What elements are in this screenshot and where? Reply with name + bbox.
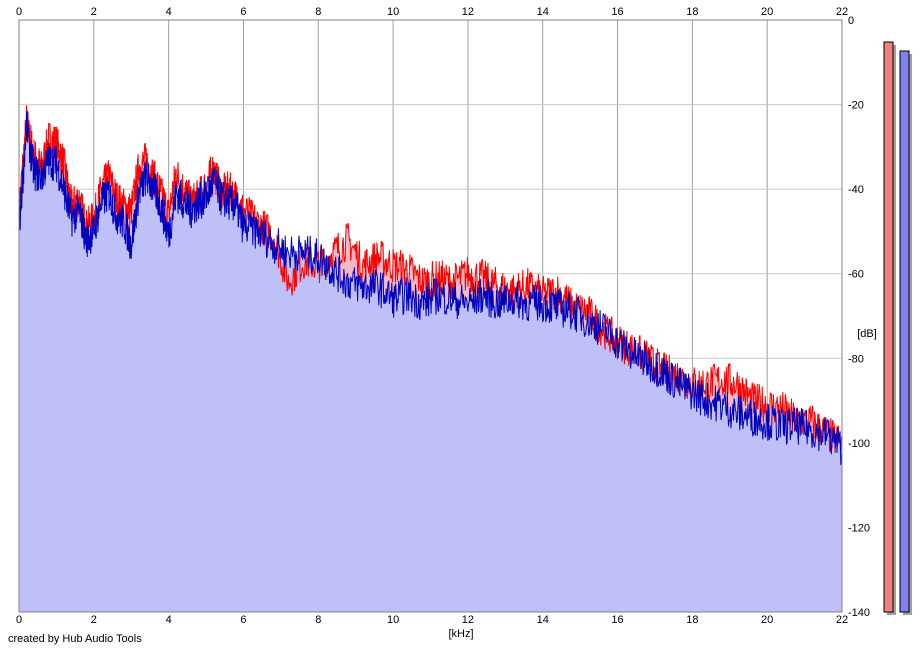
x-tick-label-bottom: 0 [16,614,22,626]
x-tick-label-top: 8 [315,6,321,18]
y-tick-label: -140 [848,607,870,619]
x-tick-label-bottom: 10 [387,614,399,626]
level-meter-2 [899,50,910,613]
x-tick-label-bottom: 16 [611,614,623,626]
x-axis-bottom: 0 2 4 6 8 10 12 14 16 18 20 22 [16,614,848,626]
x-tick-label-bottom: 6 [240,614,246,626]
x-axis-label: [kHz] [448,628,473,640]
x-tick-label-top: 0 [16,6,22,18]
x-tick-label-top: 14 [537,6,549,18]
x-tick-label-bottom: 20 [761,614,773,626]
x-tick-label-bottom: 14 [537,614,549,626]
y-tick-label: -40 [848,184,864,196]
x-tick-label-top: 18 [686,6,698,18]
y-tick-label: -20 [848,100,864,112]
x-tick-label-top: 4 [166,6,172,18]
x-tick-label-bottom: 4 [166,614,172,626]
series-fill-2 [19,110,842,612]
x-tick-label-bottom: 22 [836,614,848,626]
x-tick-label-top: 16 [611,6,623,18]
level-meter-1 [883,41,894,613]
x-tick-label-bottom: 12 [462,614,474,626]
x-tick-label-top: 6 [240,6,246,18]
plot-border [18,19,843,613]
credit-text: created by Hub Audio Tools [8,633,142,645]
x-tick-label-bottom: 8 [315,614,321,626]
y-axis-right: 0 -20 -40 -60 -80 -100 -120 -140 [848,15,870,619]
x-tick-label-top: 20 [761,6,773,18]
x-axis-top: 0 2 4 6 8 10 12 14 16 18 20 22 [16,6,848,18]
series-line-2 [18,110,843,466]
plot-frame [18,19,843,613]
y-tick-label: -100 [848,438,870,450]
x-tick-label-top: 22 [836,6,848,18]
x-tick-label-top: 2 [91,6,97,18]
x-tick-label-bottom: 2 [91,614,97,626]
y-tick-label: -60 [848,269,864,281]
series-lines [18,105,843,466]
x-tick-label-bottom: 18 [686,614,698,626]
level-meters [883,41,912,615]
series-fills [19,105,842,613]
y-tick-label: -120 [848,522,870,534]
x-tick-label-top: 12 [462,6,474,18]
y-tick-label: -80 [848,353,864,365]
x-tick-label-top: 10 [387,6,399,18]
y-tick-label: 0 [848,15,854,27]
y-axis-label: [dB] [857,328,877,340]
